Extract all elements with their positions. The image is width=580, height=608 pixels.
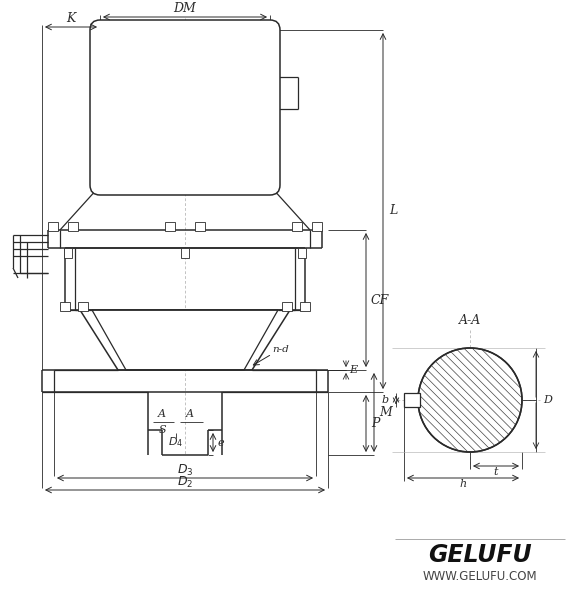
Bar (282, 302, 292, 311)
Text: $D_4$: $D_4$ (168, 435, 183, 449)
Text: D: D (543, 395, 552, 405)
Text: t: t (494, 467, 498, 477)
Text: WWW.GELUFU.COM: WWW.GELUFU.COM (423, 570, 537, 584)
Text: A-A: A-A (459, 314, 481, 326)
Text: L: L (389, 204, 397, 218)
Text: M: M (379, 406, 392, 419)
Text: A: A (158, 409, 166, 419)
Bar (298, 248, 306, 258)
Text: e: e (218, 438, 224, 447)
Polygon shape (80, 310, 290, 370)
Bar (300, 302, 310, 311)
Text: S: S (158, 425, 166, 435)
Bar (195, 222, 205, 231)
Text: K: K (66, 13, 75, 26)
Text: $D_2$: $D_2$ (177, 474, 193, 489)
Bar (181, 248, 189, 258)
Bar (78, 302, 88, 311)
Circle shape (418, 348, 522, 452)
Text: $D_3$: $D_3$ (177, 463, 193, 477)
Text: P: P (371, 417, 379, 430)
Bar (64, 248, 72, 258)
Bar (292, 222, 302, 231)
Text: CF: CF (371, 294, 389, 306)
FancyBboxPatch shape (90, 20, 280, 195)
Bar (48, 222, 58, 231)
Text: h: h (459, 479, 466, 489)
Text: E: E (349, 365, 357, 375)
Text: A: A (186, 409, 194, 419)
Text: DM: DM (173, 2, 197, 15)
Bar (312, 222, 322, 231)
Text: n-d: n-d (273, 345, 289, 354)
Bar (60, 302, 70, 311)
Bar (404, 393, 420, 407)
Bar (165, 222, 175, 231)
Text: GELUFU: GELUFU (428, 543, 532, 567)
Bar (68, 222, 78, 231)
Text: b: b (382, 395, 389, 405)
